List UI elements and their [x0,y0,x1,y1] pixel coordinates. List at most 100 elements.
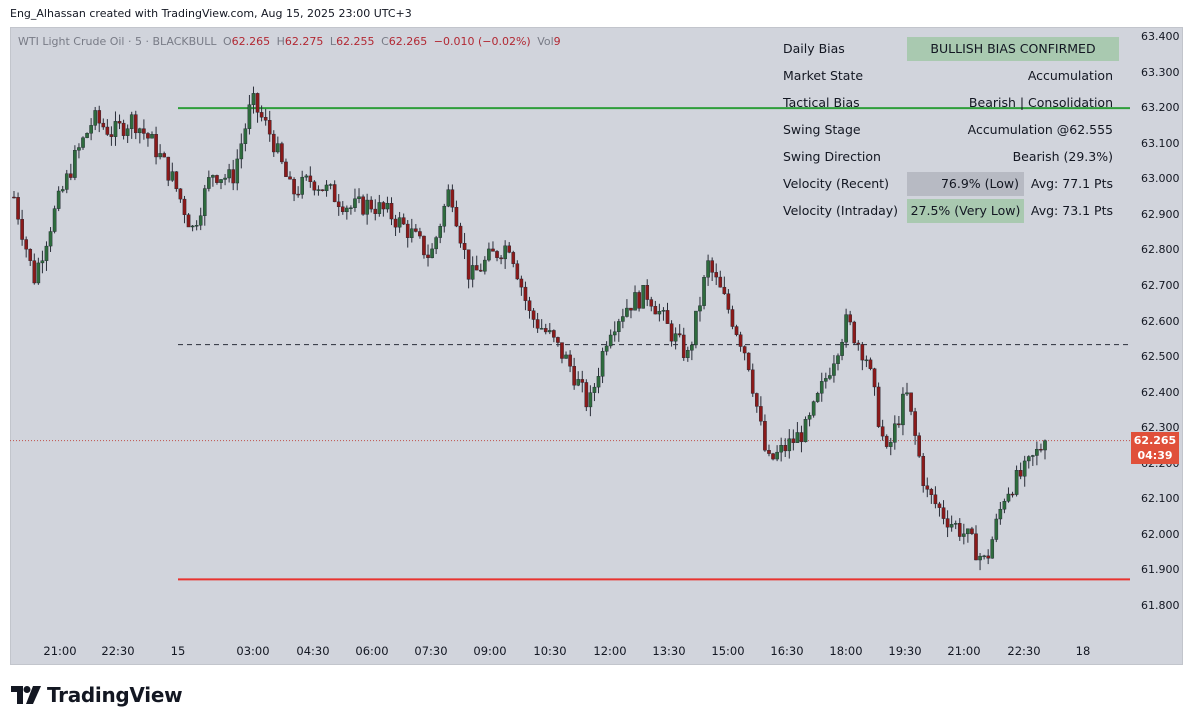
candle-up[interactable] [1002,501,1007,510]
candle-down[interactable] [572,366,576,386]
candle-up[interactable] [40,260,45,264]
candle-down[interactable] [450,189,455,208]
candle-up[interactable] [85,133,89,138]
candle-up[interactable] [905,392,909,395]
candle-up[interactable] [397,217,402,228]
candle-down[interactable] [669,323,674,342]
candle-up[interactable] [207,177,211,189]
candle-down[interactable] [771,453,775,460]
candle-up[interactable] [864,359,869,362]
candle-down[interactable] [267,120,272,135]
candle-up[interactable] [779,445,783,453]
candle-up[interactable] [994,518,999,540]
candle-up[interactable] [893,423,897,443]
candle-down[interactable] [974,533,978,561]
candle-up[interactable] [223,177,227,180]
candle-up[interactable] [125,128,130,136]
candle-up[interactable] [377,202,382,214]
candle-up[interactable] [1035,448,1039,456]
candle-down[interactable] [941,507,946,519]
candle-down[interactable] [759,406,763,422]
candle-down[interactable] [69,173,73,178]
candle-down[interactable] [231,169,235,184]
candle-up[interactable] [211,175,215,178]
candle-down[interactable] [755,393,759,407]
candle-down[interactable] [215,175,219,183]
candle-up[interactable] [138,128,142,134]
chart-pane[interactable] [10,27,1183,665]
candle-down[interactable] [20,219,24,240]
candle-down[interactable] [734,326,739,335]
candle-down[interactable] [746,352,751,371]
candle-up[interactable] [247,104,252,129]
candle-up[interactable] [962,533,966,537]
candle-up[interactable] [633,292,637,311]
candle-down[interactable] [414,228,418,232]
candle-down[interactable] [791,438,796,443]
candle-down[interactable] [12,196,16,199]
candle-up[interactable] [353,198,357,208]
candle-down[interactable] [856,342,861,345]
candle-up[interactable] [227,169,231,179]
candle-down[interactable] [182,198,187,215]
candle-up[interactable] [190,225,195,228]
candle-up[interactable] [1026,456,1031,462]
candle-down[interactable] [884,435,889,447]
candle-up[interactable] [470,265,475,280]
candle-down[interactable] [897,423,901,426]
candle-down[interactable] [361,196,365,215]
candle-down[interactable] [97,110,102,124]
candle-down[interactable] [133,114,138,134]
candle-down[interactable] [629,307,633,311]
candle-down[interactable] [876,386,881,427]
candle-up[interactable] [616,321,621,332]
candle-up[interactable] [430,248,434,259]
candle-up[interactable] [547,330,552,333]
candle-down[interactable] [263,117,268,121]
candle-down[interactable] [401,217,406,225]
candle-up[interactable] [60,189,65,192]
candle-down[interactable] [860,344,865,361]
candle-up[interactable] [36,262,41,284]
candle-up[interactable] [251,93,256,105]
candle-down[interactable] [288,176,292,180]
candle-up[interactable] [56,190,61,209]
candle-down[interactable] [478,269,483,272]
symbol-name[interactable]: WTI Light Crude Oil · 5 · BLACKBULL [18,35,217,48]
candle-down[interactable] [535,319,540,329]
candle-down[interactable] [458,225,463,244]
candle-down[interactable] [280,143,284,163]
candle-up[interactable] [576,379,581,386]
candle-down[interactable] [495,251,499,258]
candle-up[interactable] [64,173,69,190]
candle-down[interactable] [556,337,560,343]
candle-down[interactable] [462,242,467,250]
candle-up[interactable] [442,205,447,227]
candle-up[interactable] [661,310,666,312]
candle-down[interactable] [726,293,731,310]
candle-up[interactable] [686,350,690,358]
candle-down[interactable] [507,245,512,253]
candle-down[interactable] [491,248,495,252]
candle-up[interactable] [1006,493,1011,502]
candle-up[interactable] [811,401,816,416]
candle-down[interactable] [568,354,572,367]
candle-down[interactable] [738,334,743,347]
candle-up[interactable] [239,143,244,160]
candle-up[interactable] [844,314,848,343]
candle-up[interactable] [698,305,702,312]
candle-up[interactable] [836,355,840,364]
candle-up[interactable] [539,328,544,330]
candle-up[interactable] [592,386,597,393]
candle-down[interactable] [970,528,974,534]
candle-down[interactable] [848,314,852,323]
candle-down[interactable] [259,112,264,118]
candle-down[interactable] [722,286,727,294]
candle-down[interactable] [146,133,150,139]
candle-down[interactable] [925,485,930,490]
candle-up[interactable] [324,184,329,192]
candle-down[interactable] [653,306,658,315]
candle-up[interactable] [840,342,844,356]
candle-up[interactable] [901,393,905,426]
candle-down[interactable] [418,231,422,237]
